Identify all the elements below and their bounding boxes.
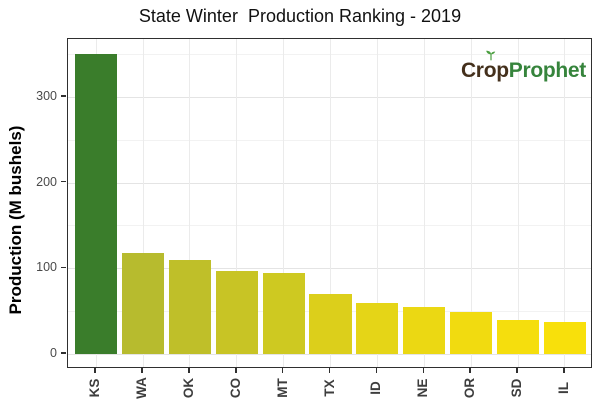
x-tick-mark: [469, 368, 471, 373]
y-tick-label: 200: [36, 174, 57, 189]
y-tick-label: 300: [36, 88, 57, 103]
logo-text-prophet: Prophet: [508, 59, 587, 82]
gridline-vertical: [142, 39, 144, 367]
bar-or: [450, 312, 493, 354]
bar-sd: [496, 319, 540, 354]
gridline-vertical: [189, 39, 191, 367]
x-tick-label-tx: TX: [321, 379, 337, 397]
plot-panel: [67, 38, 592, 368]
x-tick-mark: [563, 368, 565, 373]
bar-mt: [262, 273, 305, 354]
gridline-vertical: [236, 39, 238, 367]
y-tick-mark: [61, 95, 66, 97]
bar-wa: [121, 252, 165, 354]
x-tick-label-ok: OK: [180, 377, 196, 399]
x-tick-label-co: CO: [227, 377, 243, 399]
gridline-major: [68, 182, 591, 184]
x-tick-label-id: ID: [368, 381, 384, 395]
logo-text-p: p: [496, 59, 509, 82]
gridline-vertical: [517, 39, 519, 367]
gridline-minor: [68, 54, 591, 55]
sprout-icon: [485, 50, 495, 61]
gridline-vertical: [470, 39, 472, 367]
logo-text-cr: Cr: [460, 59, 484, 82]
bar-ks: [75, 54, 118, 354]
gridline-vertical: [423, 39, 425, 367]
logo-text-crop: Cr op: [460, 50, 509, 83]
x-tick-mark: [235, 368, 237, 373]
gridline-vertical: [564, 39, 566, 367]
gridline-vertical: [283, 39, 285, 367]
x-tick-label-wa: WA: [134, 377, 149, 399]
gridline-vertical: [376, 39, 378, 367]
y-tick-mark: [61, 180, 66, 183]
gridline-minor: [68, 139, 591, 141]
x-tick-mark: [516, 368, 518, 373]
gridline-major: [68, 96, 591, 98]
gridline-minor: [68, 225, 591, 227]
x-tick-label-ne: NE: [415, 378, 431, 398]
bar-co: [215, 270, 258, 354]
y-tick-mark: [61, 266, 66, 269]
gridline-vertical: [330, 39, 331, 367]
gridline-major: [68, 354, 591, 355]
x-tick-mark: [375, 368, 378, 373]
x-tick-mark: [422, 368, 424, 373]
x-tick-mark: [141, 368, 143, 373]
x-tick-mark: [328, 368, 331, 373]
x-tick-mark: [281, 368, 284, 373]
cropprophet-logo: Cr opProphet: [460, 50, 587, 83]
x-tick-label-sd: SD: [509, 378, 524, 398]
x-tick-label-or: OR: [462, 377, 478, 399]
logo-letter-o: o: [484, 50, 497, 83]
bar-il: [543, 322, 586, 354]
bar-id: [356, 303, 399, 354]
x-tick-mark: [94, 368, 96, 373]
x-tick-mark: [188, 368, 190, 373]
x-tick-label-il: IL: [555, 382, 571, 394]
bar-ok: [168, 259, 211, 354]
y-tick-mark: [61, 352, 66, 354]
y-axis-title: Production (M bushels): [6, 125, 25, 315]
y-tick-label: 0: [50, 346, 57, 360]
bar-ne: [403, 306, 446, 354]
x-tick-label-mt: MT: [274, 378, 290, 398]
chart-title: State Winter Production Ranking - 2019: [138, 6, 462, 26]
gridline-major: [68, 268, 591, 270]
bar-tx: [309, 294, 352, 354]
x-tick-label-ks: KS: [87, 378, 103, 398]
y-tick-label: 100: [36, 260, 57, 275]
